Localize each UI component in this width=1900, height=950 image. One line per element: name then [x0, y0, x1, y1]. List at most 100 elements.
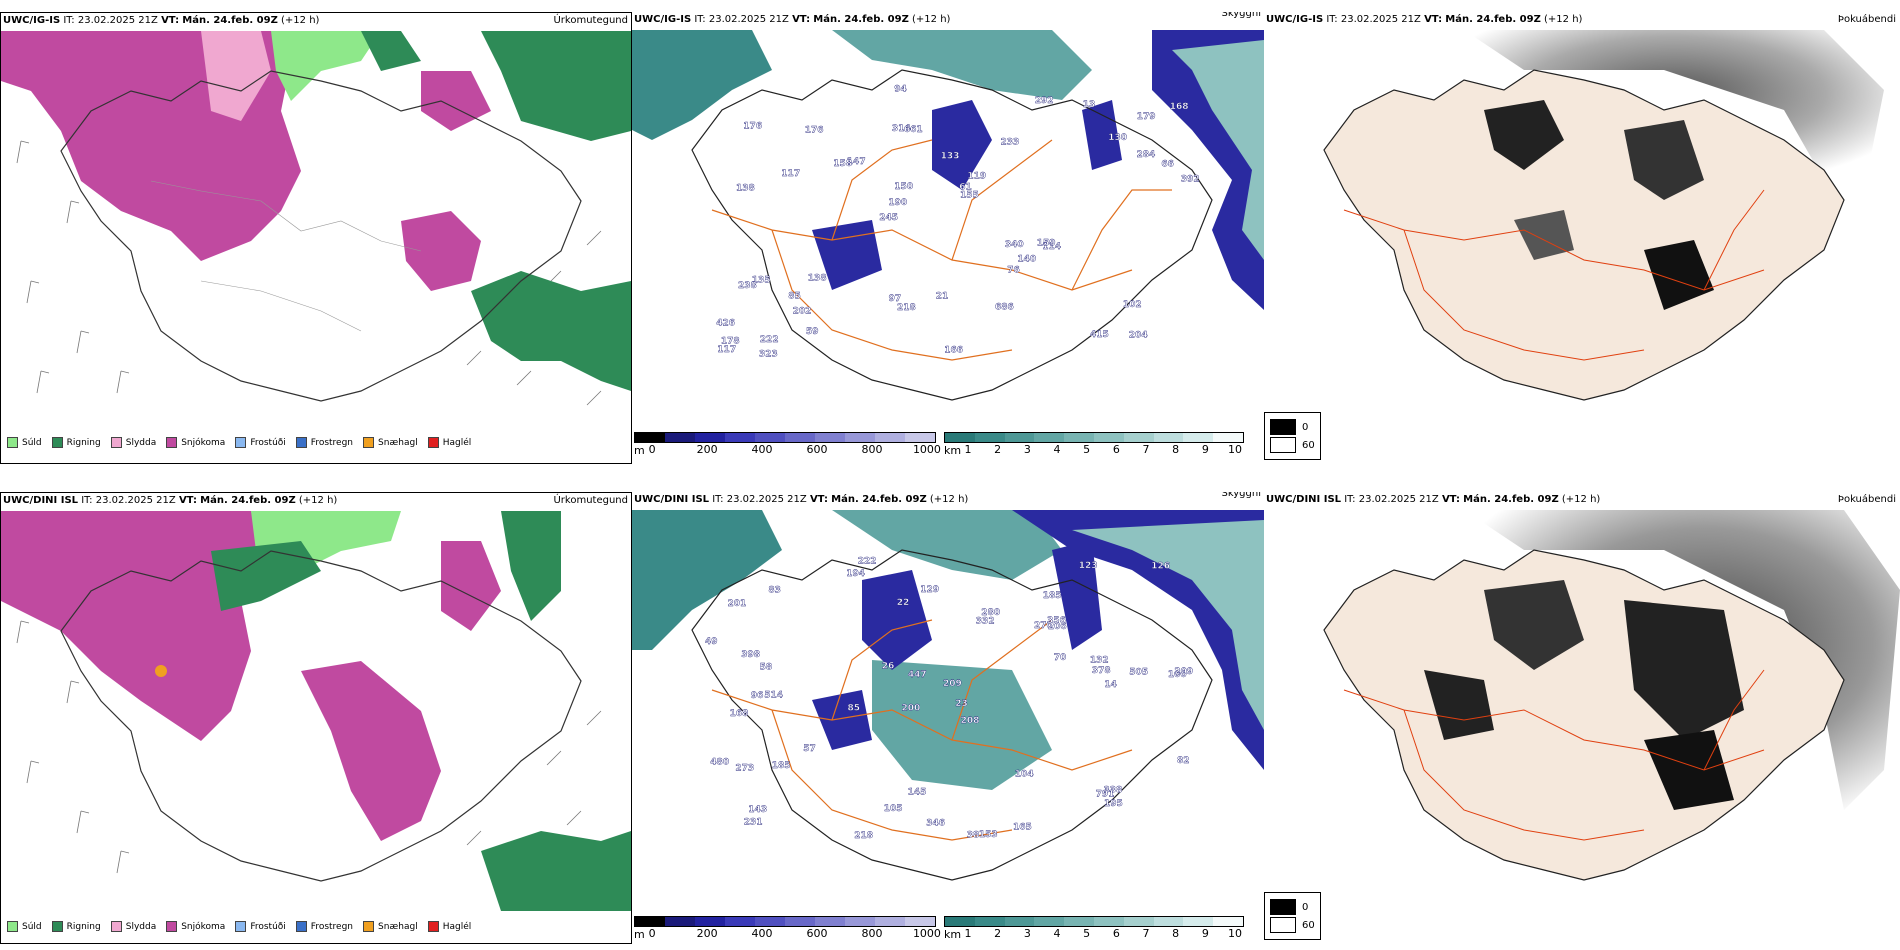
cloud-base-label: 168: [1170, 102, 1189, 112]
cloud-base-label: 505: [1129, 668, 1148, 678]
legend-item-haglel: Haglél: [427, 921, 471, 932]
panel-title: UWC/DINI ISL IT: 23.02.2025 21Z VT: Mán.…: [1264, 492, 1900, 508]
vt-label: VT:: [792, 14, 811, 25]
cloud-base-label: 97: [889, 294, 902, 304]
colorbar-segment: [725, 433, 755, 442]
it-value: 23.02.2025 21Z: [708, 14, 789, 25]
cloud-base-label: 323: [759, 350, 778, 360]
cloud-base-label: 105: [884, 804, 903, 814]
cloud-base-label: 426: [716, 318, 735, 328]
legend-label: Frostúði: [250, 921, 286, 932]
panel-title: UWC/IG-IS IT: 23.02.2025 21Z VT: Mán. 24…: [1, 13, 631, 29]
cloud-base-label: 114: [1042, 242, 1061, 252]
legend-label: Rigning: [66, 921, 101, 932]
legend-swatch: [363, 921, 375, 932]
cloud-base-label: 280: [981, 608, 1000, 618]
colorbar-segment: [635, 917, 665, 926]
colorbar-segment: [695, 433, 725, 442]
legend-label: Súld: [22, 437, 42, 448]
visibility-colorbar: 1 2 3 4 5 6 7 8 9 10 km: [944, 432, 1244, 457]
rain-area-se: [481, 831, 631, 911]
cloud-base-label: 238: [738, 281, 757, 291]
legend-swatch: [7, 437, 18, 448]
cloud-base-label: 123: [1079, 561, 1098, 571]
fog-legend-label: 60: [1302, 439, 1315, 451]
vt-label: VT:: [1424, 14, 1443, 25]
cloud-base-unit: m: [634, 444, 645, 457]
cloud-base-label: 233: [1001, 138, 1020, 148]
colorbar-tick-label: 1: [964, 443, 972, 456]
cloud-base-colorbar: 0 200 400 600 800 1000 m: [634, 916, 941, 941]
colorbar-tick-label: 200: [696, 443, 718, 456]
fog-legend-row2: 0 60: [1264, 892, 1321, 940]
panel-title: UWC/IG-IS IT: 23.02.2025 21Z VT: Mán. 24…: [632, 12, 1264, 28]
model-name: UWC/IG-IS: [1266, 14, 1324, 25]
legend-item-snjokoma: Snjókoma: [166, 437, 225, 448]
low-vis-west: [632, 510, 782, 650]
panel-title: UWC/IG-IS IT: 23.02.2025 21Z VT: Mán. 24…: [1264, 12, 1900, 28]
colorbar-segment: [665, 917, 695, 926]
legend-label: Snæhagl: [378, 921, 418, 932]
cloud-base-label: 49: [705, 637, 718, 647]
cloud-base-label: 209: [1174, 667, 1193, 677]
colorbar-tick-label: 7: [1142, 927, 1150, 940]
lead-time: (+12 h): [1544, 14, 1583, 25]
colorbar-segment: [665, 433, 695, 442]
it-label: IT:: [1344, 494, 1356, 505]
snow-area-east: [401, 211, 481, 291]
fog-blob-2: [1624, 600, 1744, 740]
coastline: [60, 70, 582, 402]
vt-label: VT:: [161, 15, 180, 26]
cloud-base-label: 208: [961, 716, 980, 726]
colorbar-tick-label: 2: [994, 443, 1002, 456]
coastline: [60, 550, 582, 882]
cloud-base-label: 59: [806, 327, 819, 337]
legend-label: Rigning: [66, 437, 101, 448]
rain-area-north: [361, 31, 631, 141]
vt-label: VT:: [1441, 494, 1460, 505]
legend-swatch: [235, 437, 247, 448]
legend-swatch: [110, 437, 122, 448]
legend-item-haglel: Haglél: [427, 437, 471, 448]
cloud-base-label: 61: [959, 183, 972, 193]
cloud-base-label: 332: [976, 616, 995, 626]
cloud-base-label: 82: [1177, 756, 1190, 766]
legend-swatch: [51, 437, 63, 448]
cloud-base-label: 218: [897, 303, 916, 313]
cloud-base-label: 292: [1035, 96, 1054, 106]
colorbar-segment: [1153, 917, 1184, 926]
cloud-base-label: 155: [960, 190, 979, 200]
fog-map: [1264, 30, 1900, 430]
cloud-base-labels: 222 185 100 200 208 514 201 270 168 332 209 231 194 8…: [705, 556, 1194, 841]
cloud-base-label: 104: [1015, 769, 1034, 779]
cloud-base-label: 159: [1037, 238, 1056, 248]
model-name: UWC/IG-IS: [3, 15, 61, 26]
colorbar-tick-label: 9: [1201, 443, 1209, 456]
it-label: IT:: [1326, 14, 1338, 25]
colorbar-segment: [845, 433, 875, 442]
cloud-base-label: 398: [741, 650, 760, 660]
legend-label: Snjókoma: [181, 921, 226, 932]
it-value: 23.02.2025 21Z: [726, 494, 807, 505]
cloud-base-label: 201: [728, 599, 747, 609]
cloud-base-label: 195: [1104, 799, 1123, 809]
fog-legend-swatch: [1270, 899, 1296, 915]
roads: [711, 139, 1172, 361]
visibility-unit: km: [944, 928, 962, 941]
cloud-base-label: 117: [717, 345, 736, 355]
colorbar-segment: [845, 917, 875, 926]
cloud-base-label: 58: [760, 662, 773, 672]
colorbar-tick-label: 6: [1112, 927, 1120, 940]
cloud-base-label: 100: [1168, 670, 1187, 680]
cloud-base-label: 135: [752, 275, 771, 285]
legend-swatch: [7, 921, 18, 932]
legend-item-sudd: Súld: [7, 921, 42, 932]
it-label: IT:: [63, 15, 75, 26]
cloud-base-label: 190: [888, 198, 907, 208]
colorbar-tick-label: 600: [806, 927, 828, 940]
snow-area: [1, 511, 261, 741]
legend-swatch: [166, 437, 178, 448]
roads: [711, 619, 1133, 841]
fog-legend-swatch: [1270, 437, 1296, 453]
cloud-base-label: 284: [1137, 150, 1156, 160]
